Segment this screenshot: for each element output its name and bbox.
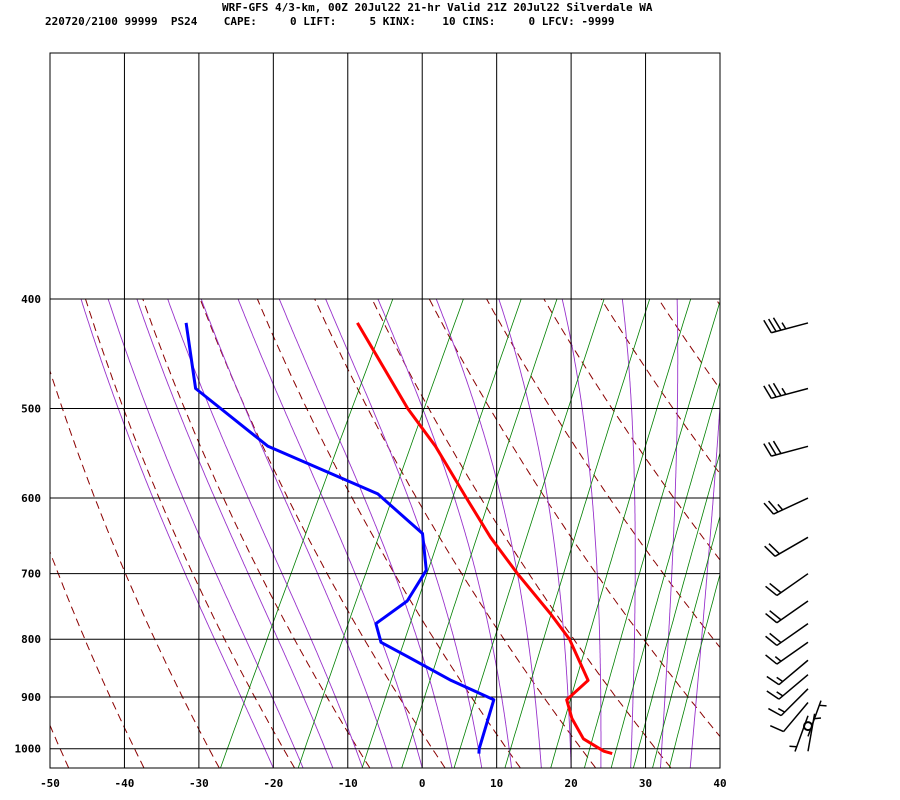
x-tick-label: 30 xyxy=(639,777,652,790)
mixing-ratio-line xyxy=(504,298,651,768)
mixing-ratio-line xyxy=(652,514,720,768)
y-tick-label: 1000 xyxy=(15,743,42,756)
y-tick-label: 800 xyxy=(21,633,41,646)
moist-adiabat xyxy=(719,763,720,768)
y-tick-label: 600 xyxy=(21,492,41,505)
y-tick-label: 700 xyxy=(21,568,41,581)
dry-adiabat xyxy=(888,299,900,768)
x-tick-label: -50 xyxy=(40,777,60,790)
moist-adiabat xyxy=(325,298,483,768)
moist-adiabat xyxy=(689,399,720,768)
x-tick-label: -30 xyxy=(189,777,209,790)
dry-adiabat xyxy=(658,298,720,390)
dry-adiabat xyxy=(256,298,521,768)
moist-adiabat xyxy=(80,298,274,768)
wind-barb xyxy=(764,536,809,557)
dry-adiabat xyxy=(773,299,900,768)
wind-barb xyxy=(766,659,809,686)
moist-adiabat xyxy=(561,298,602,768)
moist-adiabat xyxy=(167,298,364,768)
plot-area xyxy=(50,53,900,768)
x-tick-label: -10 xyxy=(338,777,358,790)
mixing-ratio-line xyxy=(550,298,692,768)
wind-barb xyxy=(768,688,809,717)
wind-barb xyxy=(763,497,809,515)
mixing-ratio-line xyxy=(633,451,720,768)
wind-barb xyxy=(765,641,809,665)
header-title: WRF-GFS 4/3-km, 00Z 20Jul22 21-hr Valid … xyxy=(222,1,653,14)
moist-adiabat xyxy=(377,298,513,768)
moist-adiabat xyxy=(107,298,304,768)
dry-adiabat xyxy=(314,298,597,768)
dry-adiabat xyxy=(486,298,720,649)
dry-adiabat xyxy=(85,298,296,768)
header-indices: 220720/2100 99999 PS24 CAPE: 0 LIFT: 5 K… xyxy=(45,15,615,28)
moist-adiabat xyxy=(136,298,334,768)
x-tick-label: -40 xyxy=(115,777,135,790)
mixing-ratio-line xyxy=(668,572,720,768)
mixing-ratio-line xyxy=(453,298,605,768)
y-tick-label: 900 xyxy=(21,691,41,704)
wind-barb xyxy=(766,674,809,700)
mixing-ratio-line xyxy=(220,298,394,768)
moist-adiabat xyxy=(278,298,453,768)
wind-barb xyxy=(807,713,822,752)
wind-barb xyxy=(763,382,809,400)
wind-barb xyxy=(765,600,809,624)
mixing-ratio-line xyxy=(610,380,720,768)
dry-adiabat xyxy=(50,550,145,768)
x-tick-label: -20 xyxy=(263,777,283,790)
wind-barb xyxy=(765,573,809,597)
plot-frame xyxy=(49,52,721,769)
sounding-header: WRF-GFS 4/3-km, 00Z 20Jul22 21-hr Valid … xyxy=(0,0,900,30)
wind-barb xyxy=(763,317,809,334)
moist-adiabat xyxy=(200,298,393,768)
dry-adiabat xyxy=(50,369,220,768)
x-tick-label: 20 xyxy=(564,777,577,790)
mixing-ratio-line xyxy=(297,298,464,768)
mixing-ratio-line xyxy=(584,299,720,768)
mixing-ratio-line xyxy=(401,298,558,768)
moist-adiabat xyxy=(659,298,679,768)
y-tick-label: 400 xyxy=(21,293,41,306)
temperature-line xyxy=(356,322,613,756)
wind-barb xyxy=(769,701,809,733)
wind-barb xyxy=(763,440,809,457)
x-tick-label: 10 xyxy=(490,777,503,790)
x-tick-label: 40 xyxy=(713,777,726,790)
dry-adiabat xyxy=(830,299,900,768)
wind-barb xyxy=(765,623,809,647)
moist-adiabat xyxy=(435,298,542,768)
dry-adiabat xyxy=(142,298,371,768)
moist-adiabat xyxy=(621,298,636,768)
dry-adiabat xyxy=(428,298,720,738)
y-tick-label: 500 xyxy=(21,403,41,416)
dry-adiabat xyxy=(715,298,720,306)
moist-adiabat xyxy=(237,298,423,768)
dewpoint-line xyxy=(184,322,496,754)
x-tick-label: 0 xyxy=(419,777,426,790)
dry-adiabat xyxy=(371,298,672,768)
